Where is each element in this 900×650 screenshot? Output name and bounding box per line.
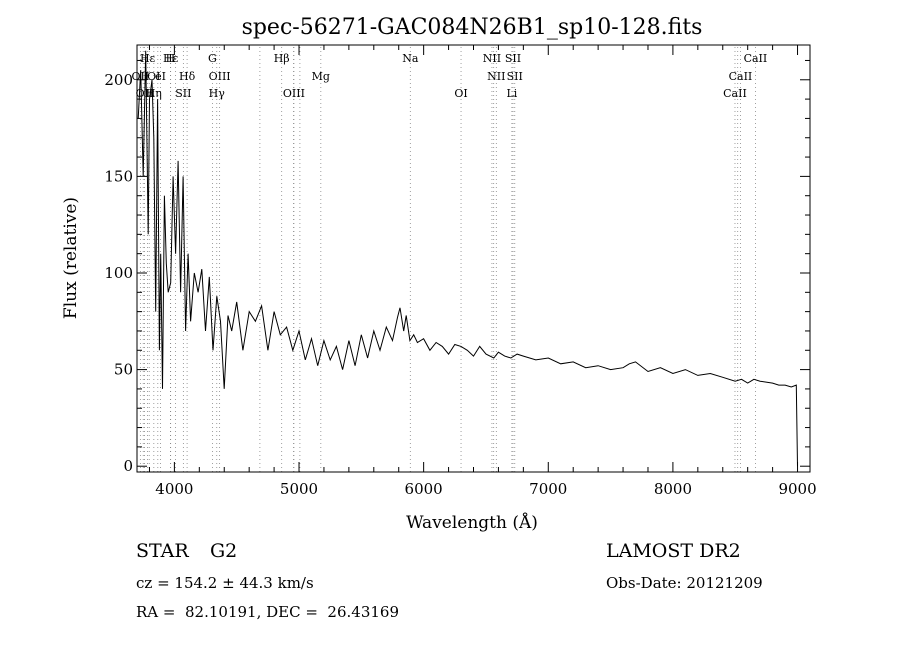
spectral-line-label: Hγ <box>209 87 226 100</box>
x-tick-label: 9000 <box>778 480 816 498</box>
spectral-line-label: Hε <box>140 52 156 65</box>
spectral-line-label: G <box>208 52 217 65</box>
y-tick-label: 100 <box>104 264 133 282</box>
spectrum-series-line <box>137 50 798 467</box>
spectral-line-label: Li <box>506 87 517 100</box>
object-subclass: G2 <box>210 540 238 562</box>
x-axis-label: Wavelength (Å) <box>406 512 538 533</box>
spectral-line-label: SII <box>505 52 521 65</box>
x-tick-label: 7000 <box>529 480 567 498</box>
y-tick-label: 0 <box>123 457 133 475</box>
spectral-line-label: eI <box>155 70 166 83</box>
spectral-line-label: NII <box>487 70 505 83</box>
spectral-line-label: CaII <box>744 52 768 65</box>
object-class: STAR <box>136 540 189 562</box>
x-tick-label: 6000 <box>405 480 443 498</box>
x-tick-label: 5000 <box>280 480 318 498</box>
spectral-line-label: Hε <box>163 52 179 65</box>
spectral-line-label: OI <box>147 70 160 83</box>
spectral-line-label: H <box>166 52 176 65</box>
coordinates: RA = 82.10191, DEC = 26.43169 <box>136 603 400 621</box>
axes: 4000 5000 6000 7000 8000 9000 0 50 100 150 200 <box>104 44 817 498</box>
observation-date: Obs-Date: 20121209 <box>606 574 763 592</box>
redshift-velocity: cz = 154.2 ± 44.3 km/s <box>136 574 314 592</box>
spectral-line-label: Na <box>402 52 419 65</box>
spectral-line-label: OI <box>454 87 467 100</box>
y-tick-label: 50 <box>114 361 133 379</box>
spectral-line-label: Hη <box>146 87 162 100</box>
spectral-line-label: NII <box>483 52 501 65</box>
spectral-line-label: SII <box>175 87 191 100</box>
spectral-line-label: CaII <box>723 87 747 100</box>
spectral-line-label: OIII <box>283 87 305 100</box>
plot-frame <box>136 44 811 473</box>
chart-title: spec-56271-GAC084N26B1_sp10-128.fits <box>242 15 703 40</box>
spectral-line-label: SII <box>507 70 523 83</box>
x-tick-label: 8000 <box>654 480 692 498</box>
spectral-line-label: Mg <box>312 70 330 83</box>
spectral-line-label: OIII <box>209 70 231 83</box>
survey-name: LAMOST DR2 <box>606 540 741 562</box>
plot-area <box>137 50 798 467</box>
y-axis-label: Flux (relative) <box>61 197 81 319</box>
y-tick-label: 200 <box>104 71 133 89</box>
spectral-line-label: Hβ <box>274 52 290 65</box>
spectral-line-label: CaII <box>729 70 753 83</box>
spectral-line-label: Hδ <box>179 70 196 83</box>
y-tick-label: 150 <box>104 167 133 185</box>
x-tick-label: 4000 <box>155 480 193 498</box>
